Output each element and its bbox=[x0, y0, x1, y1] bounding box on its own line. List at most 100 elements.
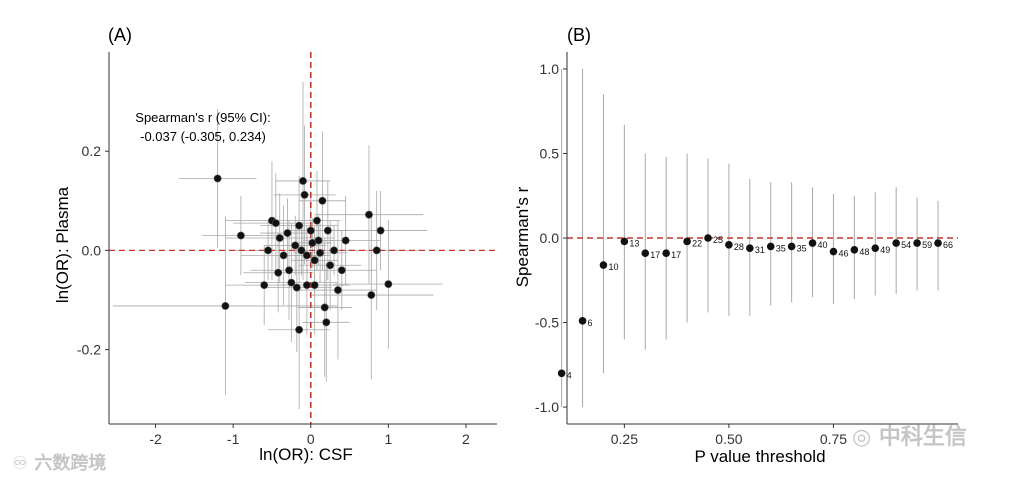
panel-b-count-label-17: 59 bbox=[922, 240, 932, 250]
panel-a-annotation-line2: -0.037 (-0.305, 0.234) bbox=[140, 129, 266, 144]
panel-a-point-5 bbox=[275, 234, 284, 242]
panel-a-point-16 bbox=[299, 177, 307, 185]
panel-a-y-tick-label-1: 0.0 bbox=[82, 242, 102, 258]
panel-b-count-label-11: 35 bbox=[797, 243, 807, 253]
panel-a-point-13 bbox=[295, 221, 304, 230]
panel-a-point-19 bbox=[302, 281, 311, 290]
panel-b-y-tick-label-4: -1.0 bbox=[535, 399, 559, 415]
panel-a-point-23 bbox=[313, 216, 321, 225]
panel-a-y-tick-label-2: 0.2 bbox=[82, 143, 102, 159]
panel-b-count-label-4: 17 bbox=[650, 250, 660, 260]
panel-a-x-tick-label-4: 2 bbox=[462, 431, 470, 447]
panel-b-point-5 bbox=[662, 249, 670, 258]
panel-b-point-11 bbox=[787, 242, 796, 251]
panel-b-ticks: 0.25 0.50 0.75 1.0 0.5 0.0 -0.5 -1.0 bbox=[535, 61, 847, 447]
panel-b-point-12 bbox=[808, 239, 817, 247]
panel-b-count-label-10: 35 bbox=[776, 243, 786, 253]
panel-b-count-label-0: 4 bbox=[567, 370, 572, 380]
panel-b-point-18 bbox=[934, 239, 942, 247]
panel-a-point-40 bbox=[310, 281, 319, 290]
panel-a-point-34 bbox=[365, 210, 373, 219]
panel-a-point-37 bbox=[376, 226, 385, 235]
panel-b-y-axis-label: Spearman's r bbox=[513, 186, 532, 287]
panel-b-x-tick-label-0: 0.25 bbox=[611, 431, 638, 447]
panel-a-point-29 bbox=[323, 226, 332, 235]
panel-a-point-9 bbox=[287, 278, 296, 287]
panel-a-point-4 bbox=[271, 219, 280, 228]
panel-b-count-label-12: 40 bbox=[818, 240, 828, 250]
panel-b-count-label-13: 46 bbox=[838, 249, 848, 259]
panel-a-point-25 bbox=[316, 248, 324, 257]
panel-a-point-14 bbox=[297, 246, 306, 255]
panel-a-point-30 bbox=[326, 261, 335, 270]
panel-a-point-31 bbox=[330, 246, 338, 255]
panel-b-count-label-18: 66 bbox=[943, 240, 953, 250]
panel-b-count-label-3: 13 bbox=[629, 238, 639, 248]
panel-b-point-2 bbox=[599, 261, 608, 269]
wechat-icon: ◎ bbox=[852, 425, 872, 450]
panel-b-point-4 bbox=[641, 249, 650, 258]
panel-a-point-32 bbox=[334, 286, 342, 294]
panel-a-x-tick-label-0: -2 bbox=[149, 431, 162, 447]
panel-b-count-label-6: 22 bbox=[692, 238, 702, 248]
panel-a-point-26 bbox=[318, 196, 327, 205]
panel-a-point-2 bbox=[237, 231, 245, 240]
panel-b-point-3 bbox=[620, 237, 629, 246]
panel-a-point-6 bbox=[274, 268, 283, 277]
panel-b-point-9 bbox=[746, 244, 754, 252]
panel-a-point-20 bbox=[306, 226, 315, 235]
panel-a-point-38 bbox=[384, 280, 393, 289]
panel-a-point-28 bbox=[322, 318, 331, 327]
panel-a-x-tick-label-1: -1 bbox=[227, 431, 240, 447]
panel-b-y-tick-label-1: 0.5 bbox=[540, 145, 560, 161]
panel-b-point-0 bbox=[557, 369, 566, 378]
panel-a-point-36 bbox=[372, 246, 381, 255]
panel-b-count-label-7: 25 bbox=[713, 235, 723, 245]
panel-a-points bbox=[213, 174, 393, 334]
panel-a-point-15 bbox=[295, 325, 304, 334]
panel-a-x-tick-label-3: 1 bbox=[384, 431, 392, 447]
panel-b-count-label-16: 54 bbox=[901, 240, 911, 250]
panel-a-point-24 bbox=[314, 236, 323, 245]
panel-a-y-axis-label: ln(OR): Plasma bbox=[53, 186, 72, 303]
panel-b-point-13 bbox=[829, 247, 838, 256]
watermark-left: ♾ 六数跨境 bbox=[12, 449, 106, 475]
panel-a-point-0 bbox=[213, 174, 222, 183]
panel-b-point-15 bbox=[871, 244, 880, 252]
panel-a-annotation-line1: Spearman's r (95% CI): bbox=[135, 110, 270, 125]
panel-b-x-tick-label-2: 0.75 bbox=[820, 431, 847, 447]
panel-b-count-label-15: 49 bbox=[880, 245, 890, 255]
watermark-left-icon: ♾ bbox=[12, 453, 29, 474]
panel-b-count-label-8: 28 bbox=[734, 242, 744, 252]
panel-a-point-27 bbox=[320, 303, 329, 312]
panel-b-y-tick-label-3: -0.5 bbox=[535, 315, 559, 331]
panel-b-point-1 bbox=[578, 317, 587, 325]
panel-a-point-11 bbox=[291, 241, 300, 250]
panel-b-points bbox=[557, 234, 942, 378]
panel-b-x-tick-label-1: 0.50 bbox=[715, 431, 742, 447]
panel-a-point-35 bbox=[367, 291, 376, 299]
panel-b-point-17 bbox=[913, 239, 921, 247]
panel-b-count-label-1: 6 bbox=[588, 318, 593, 328]
panel-b-label: (B) bbox=[567, 25, 591, 45]
panel-b-point-8 bbox=[725, 240, 733, 249]
panel-b-count-label-5: 17 bbox=[671, 250, 681, 260]
panel-a-label: (A) bbox=[108, 25, 132, 45]
watermark-right: ◎ 中科生信 bbox=[852, 419, 967, 451]
panel-b-point-6 bbox=[683, 237, 691, 246]
panel-a-point-8 bbox=[285, 266, 293, 275]
panel-a-point-10 bbox=[260, 281, 269, 290]
panel-a-point-33 bbox=[341, 236, 350, 245]
panel-a-scatter: (A) -2 -1 0 1 2 -0.2 0.0 0.2 Spearman's r (95% … bbox=[53, 25, 497, 464]
panel-b-point-16 bbox=[892, 239, 900, 247]
panel-b-point-10 bbox=[766, 242, 775, 251]
panel-b-count-label-14: 48 bbox=[859, 247, 869, 257]
panel-a-point-12 bbox=[292, 283, 301, 292]
panel-a-point-42 bbox=[337, 266, 346, 275]
panel-b-y-tick-label-2: 0.0 bbox=[540, 230, 560, 246]
panel-b-y-tick-label-0: 1.0 bbox=[540, 61, 560, 77]
panel-a-point-7 bbox=[283, 229, 292, 237]
